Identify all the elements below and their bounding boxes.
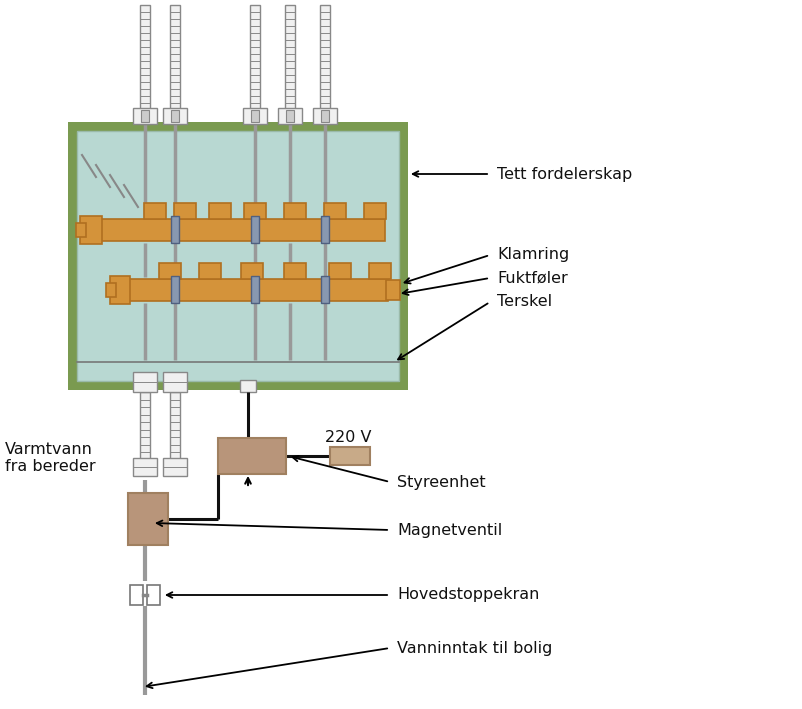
Bar [244, 203, 265, 219]
Text: Fuktføler: Fuktføler [496, 271, 567, 286]
Bar [209, 203, 231, 219]
Bar [174, 203, 196, 219]
Text: 220 V: 220 V [325, 430, 371, 445]
Bar [133, 458, 157, 476]
Bar [321, 110, 329, 122]
Bar [159, 263, 180, 279]
Bar [313, 108, 337, 124]
Bar [329, 263, 350, 279]
Bar [386, 280, 399, 300]
Bar [128, 493, 168, 545]
Bar [284, 203, 306, 219]
Bar [163, 108, 187, 124]
Text: Hovedstoppekran: Hovedstoppekran [396, 588, 539, 603]
Bar [286, 110, 294, 122]
Bar [170, 5, 180, 124]
Bar [171, 276, 179, 303]
Text: Styreenhet: Styreenhet [396, 474, 485, 489]
Bar [170, 392, 180, 460]
Text: Magnetventil: Magnetventil [396, 523, 501, 537]
Bar [369, 263, 391, 279]
Text: Varmtvann
fra bereder: Varmtvann fra bereder [5, 442, 95, 474]
Bar [277, 108, 302, 124]
Bar [251, 276, 259, 303]
Bar [147, 585, 160, 605]
Bar [323, 203, 346, 219]
Bar [321, 276, 329, 303]
Bar [140, 392, 150, 460]
Bar [243, 108, 267, 124]
Bar [251, 216, 259, 243]
Text: Vanninntak til bolig: Vanninntak til bolig [396, 640, 552, 656]
Bar [77, 131, 399, 381]
Bar [240, 380, 256, 392]
Bar [320, 5, 330, 124]
Bar [171, 110, 179, 122]
Bar [133, 372, 157, 392]
Bar [68, 122, 407, 390]
Bar [285, 5, 294, 124]
Bar [133, 108, 157, 124]
Text: Klamring: Klamring [496, 247, 569, 262]
Bar [140, 5, 150, 124]
Bar [284, 263, 306, 279]
Bar [110, 276, 130, 304]
Bar [171, 216, 179, 243]
Bar [80, 216, 102, 244]
Text: Terskel: Terskel [496, 294, 552, 310]
Bar [241, 263, 263, 279]
Bar [199, 263, 221, 279]
Text: Tett fordelerskap: Tett fordelerskap [496, 167, 631, 182]
Bar [249, 5, 260, 124]
Bar [141, 110, 149, 122]
Bar [76, 223, 86, 237]
Bar [321, 216, 329, 243]
Bar [144, 203, 166, 219]
Bar [251, 110, 259, 122]
Bar [106, 283, 115, 297]
Bar [330, 447, 370, 465]
Bar [163, 458, 187, 476]
Bar [217, 438, 286, 474]
Bar [130, 585, 143, 605]
Bar [100, 219, 384, 241]
Bar [363, 203, 386, 219]
Bar [163, 372, 187, 392]
Bar [128, 279, 387, 301]
